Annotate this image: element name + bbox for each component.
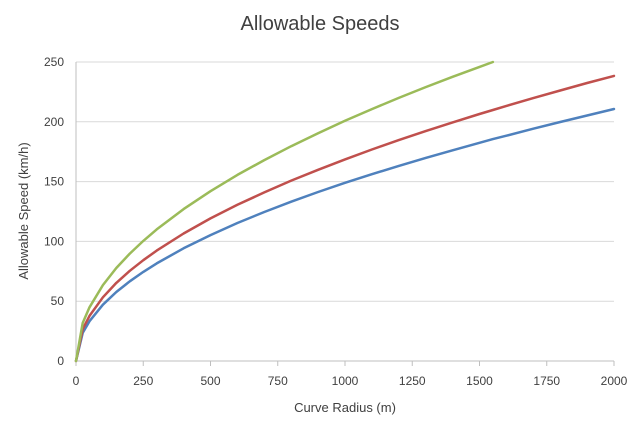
x-tick-label: 1250 (399, 374, 426, 388)
x-tick-label: 2000 (601, 374, 628, 388)
x-tick-label: 1500 (466, 374, 493, 388)
x-tick-label: 500 (200, 374, 220, 388)
y-tick-label: 200 (44, 115, 64, 129)
x-tick-label: 0 (73, 374, 80, 388)
series-line-2 (74, 74, 616, 363)
y-tick-label: 250 (44, 55, 64, 69)
series-lines (74, 60, 616, 363)
x-axis-label: Curve Radius (m) (294, 400, 396, 415)
x-tick-label: 1750 (533, 374, 560, 388)
y-tick-label: 100 (44, 234, 64, 248)
y-tick-label: 50 (51, 294, 65, 308)
chart-title: Allowable Speeds (241, 13, 400, 35)
x-tick-label: 250 (133, 374, 153, 388)
y-axis-label: Allowable Speed (km/h) (16, 142, 31, 279)
y-tick-label: 0 (57, 354, 64, 368)
x-tick-label: 1000 (332, 374, 359, 388)
series-line-3 (74, 60, 495, 363)
y-tick-label: 150 (44, 175, 64, 189)
axes (75, 62, 615, 366)
tick-labels: 0 50 100 150 200 250 0 250 500 750 1000 1250 1500 175… (44, 55, 628, 388)
series-line-1 (74, 107, 616, 363)
x-tick-label: 750 (268, 374, 288, 388)
